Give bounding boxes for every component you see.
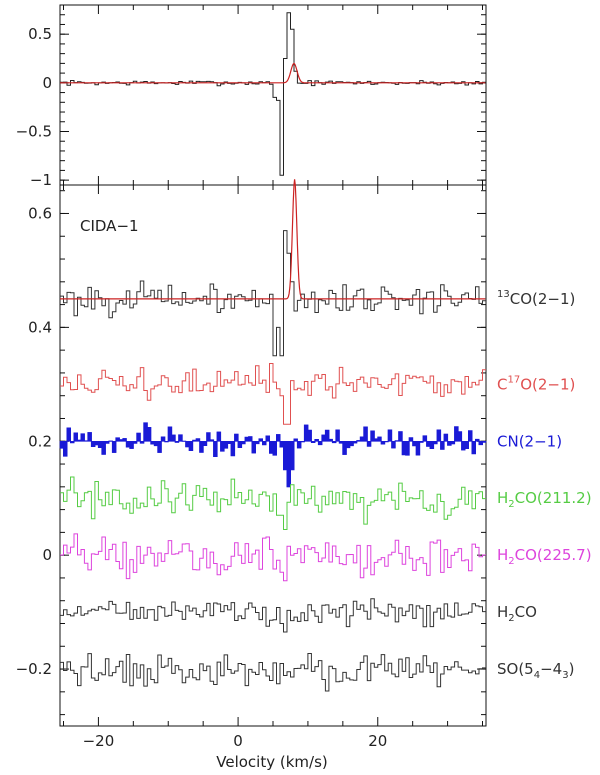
spectrum-line-5	[60, 598, 486, 633]
top-y-tick-label: −0.5	[16, 122, 52, 140]
species-label-3: H2CO(211.2)	[497, 489, 592, 510]
bottom-y-tick-label: −0.2	[16, 660, 52, 678]
bottom-y-tick-label: 0.6	[28, 204, 52, 222]
species-label-0: 13CO(2−1)	[497, 289, 575, 308]
top-y-tick-label: 0.5	[28, 25, 52, 43]
source-name-annotation: CIDA−1	[80, 217, 139, 235]
species-label-6: SO(54−43)	[497, 660, 574, 681]
spectrum-line-2	[60, 422, 486, 488]
top-panel-series	[60, 12, 486, 176]
spectrum-line-1	[60, 363, 486, 425]
x-tick-label: 0	[233, 732, 243, 750]
x-tick-label: −20	[83, 732, 115, 750]
bottom-y-tick-label: 0	[42, 546, 52, 564]
species-labels: 13CO(2−1) C17O(2−1) CN(2−1) H2CO(211.2) H2CO…	[497, 289, 592, 681]
bottom-y-tick-label: 0.4	[28, 318, 52, 336]
bottom-panel-ticks: 0.6 0.4 0.2 0 −0.2	[16, 190, 486, 716]
bottom-panel-series	[59, 179, 487, 692]
model-fit-0	[60, 179, 486, 300]
species-label-4: H2CO(225.7)	[497, 546, 592, 567]
top-panel: 0.5 0 −0.5 −1	[16, 4, 487, 189]
top-y-tick-label: 0	[42, 74, 52, 92]
species-label-1: C17O(2−1)	[497, 374, 575, 393]
top-panel-ticks: 0.5 0 −0.5 −1	[16, 14, 486, 189]
species-label-2: CN(2−1)	[497, 432, 562, 450]
bottom-y-tick-label: 0.2	[28, 432, 52, 450]
top-observed-spectrum	[60, 12, 486, 176]
bottom-panel: 0.6 0.4 0.2 0 −0.2 CIDA−1 13CO(2−1) C17O(2−1)…	[16, 179, 592, 727]
x-axis-title: Velocity (km/s)	[216, 753, 327, 771]
top-model-fit	[60, 62, 486, 84]
x-tick-label: 20	[368, 732, 387, 750]
x-axis-ticks: −20 0 20	[62, 5, 484, 750]
spectrum-line-6	[60, 653, 486, 692]
species-label-5: H2CO	[497, 603, 537, 624]
spectrum-line-0	[60, 230, 486, 357]
top-y-tick-label: −1	[30, 171, 52, 189]
spectrum-line-3	[60, 476, 486, 530]
spectrum-line-4	[60, 533, 486, 582]
